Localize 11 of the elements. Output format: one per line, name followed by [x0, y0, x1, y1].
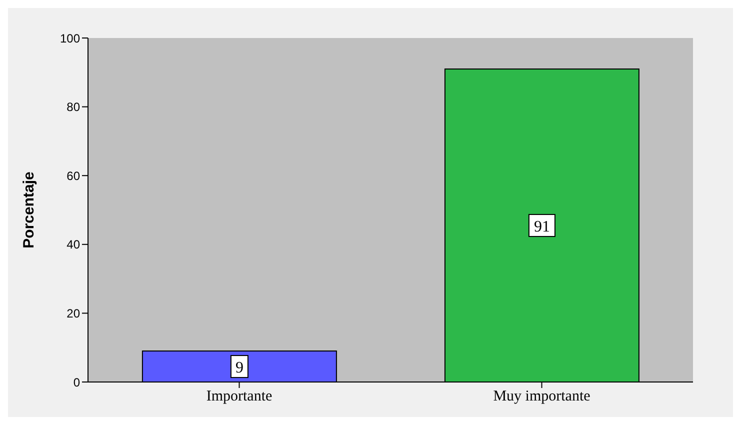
- y-tick-label: 20: [66, 306, 80, 320]
- y-tick-label: 60: [66, 168, 80, 183]
- y-axis-title: Porcentaje: [20, 172, 38, 248]
- y-tick-label: 80: [66, 100, 80, 114]
- y-tick-label: 40: [66, 238, 80, 252]
- data-label: 91: [534, 218, 550, 236]
- x-tick-label: Importante: [206, 388, 272, 405]
- x-tick-label: Muy importante: [493, 388, 591, 405]
- data-label: 9: [235, 360, 244, 377]
- y-tick-label: 0: [73, 375, 80, 390]
- y-tick-label: 100: [60, 31, 80, 46]
